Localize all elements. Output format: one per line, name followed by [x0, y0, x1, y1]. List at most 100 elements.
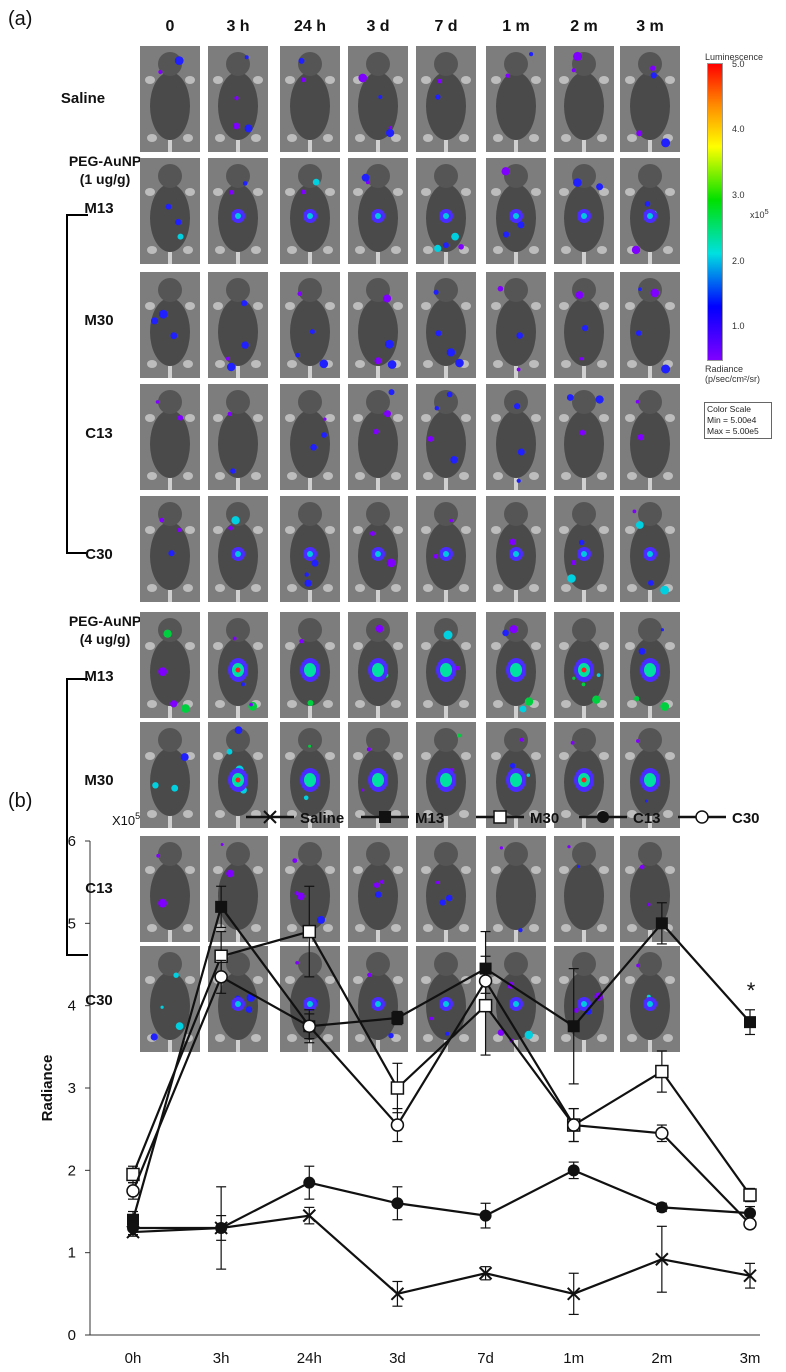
column-header-2: 24 h [293, 18, 326, 35]
mouse-image-r3-c2 [280, 384, 340, 490]
series-line-m13 [131, 904, 751, 1221]
mouse-image-r7-c2 [280, 836, 340, 942]
mouse-image-r0-c5 [486, 46, 546, 152]
mouse-image-r7-c6 [554, 836, 614, 942]
legend-label-c30: C30 [732, 810, 760, 827]
point-saline-3 [390, 1287, 405, 1301]
mouse-image-r6-c6 [554, 722, 614, 828]
legend-marker-saline [263, 810, 277, 824]
mouse-image-r0-c2 [280, 46, 340, 152]
mouse-image-r2-c1 [208, 272, 268, 378]
point-m13-5 [567, 1020, 580, 1033]
colorbar [707, 63, 723, 361]
row-label-8: C30 [85, 992, 113, 1009]
mouse-image-r8-c3 [348, 946, 408, 1052]
mouse-image-r7-c0 [140, 836, 200, 942]
mouse-image-r6-c5 [486, 722, 546, 828]
mouse-image-r2-c4 [416, 272, 476, 378]
significance-marker: * [747, 978, 756, 1003]
mouse-image-r1-c1 [208, 158, 268, 264]
legend-marker-m13 [379, 811, 391, 823]
bracket-4ug-top [66, 678, 88, 680]
x-tick-label-7: 3m [740, 1350, 761, 1367]
colorbar-multiplier-exp: 5 [764, 207, 769, 216]
mouse-image-r6-c7 [620, 722, 680, 828]
mouse-image-r0-c3 [348, 46, 408, 152]
point-m30-4 [478, 998, 493, 1013]
point-c13-6 [655, 1201, 668, 1214]
mouse-image-r5-c7 [620, 612, 680, 718]
mouse-image-r7-c3 [348, 836, 408, 942]
mouse-image-r5-c3 [348, 612, 408, 718]
column-header-4: 7 d [434, 18, 458, 35]
mouse-image-r5-c6 [554, 612, 614, 718]
y-tick-label-0: 0 [68, 1327, 76, 1344]
series-line-c30 [131, 975, 751, 1225]
column-header-0: 0 [165, 18, 175, 35]
point-m13-0 [127, 1213, 139, 1226]
mouse-image-r4-c3 [348, 496, 408, 602]
legend-marker-c13 [597, 811, 609, 823]
colorbar-tick-4: 4.0 [732, 124, 745, 134]
mouse-image-r5-c2 [280, 612, 340, 718]
panel-a-label: (a) [8, 8, 33, 30]
point-c13-0 [127, 1221, 139, 1234]
mouse-image-r1-c2 [280, 158, 340, 264]
legend-label-m13: M13 [415, 810, 444, 827]
colorbar-multiplier-base: x10 [750, 210, 765, 220]
x-tick-label-1: 3h [213, 1350, 230, 1367]
colorbar-tick-5: 5.0 [732, 59, 745, 69]
y-tick-label-4: 4 [68, 998, 76, 1015]
mouse-image-r4-c7 [620, 496, 680, 602]
mouse-image-r4-c4 [416, 496, 476, 602]
point-m30-6 [655, 1064, 669, 1079]
column-header-5: 1 m [502, 18, 530, 35]
bracket-4ug [66, 678, 68, 956]
point-saline-6 [655, 1252, 669, 1266]
mouse-image-r7-c1 [208, 836, 268, 942]
mouse-image-r8-c6 [554, 946, 614, 1052]
mouse-image-r8-c7 [620, 946, 680, 1052]
mouse-image-r1-c7 [620, 158, 680, 264]
bracket-4ug-bottom [66, 954, 88, 956]
point-m30-2 [302, 924, 317, 939]
point-c13-3 [391, 1197, 404, 1210]
y-tick-label-1: 1 [68, 1245, 76, 1262]
mouse-image-r0-c6 [554, 46, 614, 152]
point-c30-4 [478, 974, 493, 988]
colorbar-tick-2: 2.0 [732, 256, 745, 266]
mouse-image-r3-c0 [140, 384, 200, 490]
mouse-image-r0-c7 [620, 46, 680, 152]
color-scale-box: Color Scale Min = 5.00e4 Max = 5.00e5 [704, 402, 772, 439]
column-header-1: 3 h [226, 18, 250, 35]
mouse-image-r2-c2 [280, 272, 340, 378]
point-m30-7 [743, 1188, 757, 1202]
point-saline-4 [478, 1266, 493, 1280]
mouse-image-r3-c7 [620, 384, 680, 490]
row-label-6: M30 [84, 772, 114, 789]
point-c13-7 [744, 1207, 756, 1220]
mouse-image-r0-c1 [208, 46, 268, 152]
mouse-image-r5-c1 [208, 612, 268, 718]
mouse-image-r1-c5 [486, 158, 546, 264]
point-c13-2 [303, 1176, 316, 1189]
legend-label-m30: M30 [530, 810, 559, 827]
mouse-image-r2-c7 [620, 272, 680, 378]
column-header-3: 3 d [366, 18, 390, 35]
x-tick-label-5: 1m [563, 1350, 584, 1367]
mouse-image-r6-c1 [208, 722, 268, 828]
point-c13-5 [567, 1164, 580, 1177]
mouse-image-r7-c4 [416, 836, 476, 942]
point-m13-6 [655, 917, 668, 930]
mouse-image-r3-c6 [554, 384, 614, 490]
color-scale-box-max: Max = 5.00e5 [707, 426, 759, 436]
colorbar-axis-label-2: (p/sec/cm²/sr) [705, 374, 760, 384]
x-tick-label-4: 7d [477, 1350, 494, 1367]
legend-label-saline: Saline [300, 810, 344, 827]
row-label-4: C30 [85, 546, 113, 563]
mouse-image-r2-c3 [348, 272, 408, 378]
legend-marker-m30 [493, 810, 507, 824]
mouse-image-r4-c2 [280, 496, 340, 602]
mouse-image-r2-c0 [140, 272, 200, 378]
bracket-1ug-bottom [66, 552, 88, 554]
